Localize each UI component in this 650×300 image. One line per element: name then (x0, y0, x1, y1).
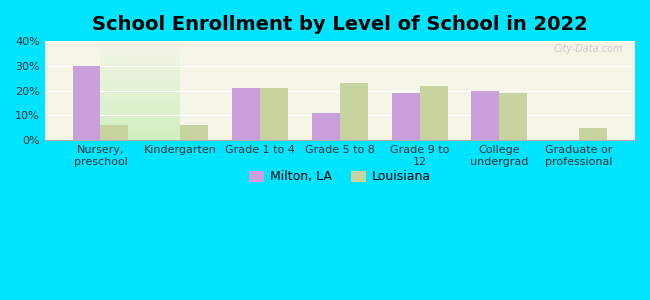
Bar (73, 66, 101, 140)
Bar (312, 113, 340, 140)
Bar (260, 88, 288, 140)
Bar (392, 93, 420, 140)
Bar (340, 83, 368, 140)
Text: City-Data.com: City-Data.com (554, 44, 623, 54)
Legend: Milton, LA, Louisiana: Milton, LA, Louisiana (244, 165, 436, 188)
Bar (180, 125, 208, 140)
Bar (420, 86, 447, 140)
Bar (232, 88, 260, 140)
Title: School Enrollment by Level of School in 2022: School Enrollment by Level of School in … (92, 15, 588, 34)
Bar (101, 125, 129, 140)
Bar (579, 128, 607, 140)
Bar (499, 93, 527, 140)
Bar (471, 91, 499, 140)
